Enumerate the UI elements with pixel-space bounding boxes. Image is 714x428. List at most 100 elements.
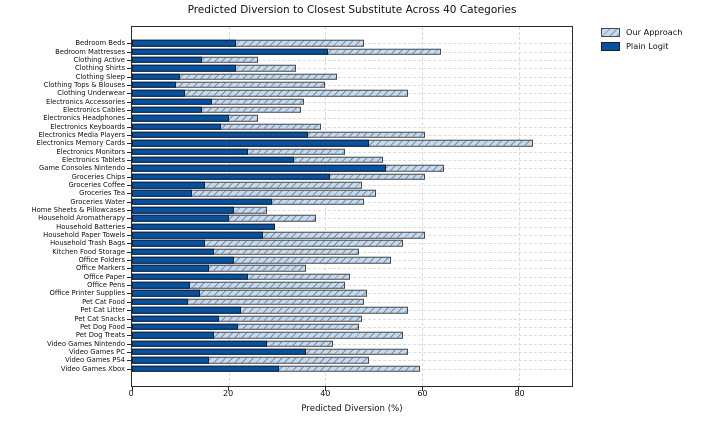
horizontal-gridline bbox=[132, 276, 572, 278]
category-row: Electronics Tablets bbox=[62, 156, 572, 164]
horizontal-gridline bbox=[132, 101, 572, 103]
bar-plain-logit bbox=[132, 306, 241, 314]
y-tick-label: Pet Dog Treats bbox=[75, 331, 125, 340]
bar-plain-logit bbox=[132, 215, 229, 222]
vertical-gridline bbox=[422, 27, 424, 386]
y-tick-mark bbox=[127, 293, 131, 295]
category-row: Pet Cat Litter bbox=[80, 306, 572, 314]
category-row: Pet Cat Food bbox=[82, 298, 572, 306]
y-tick-label: Groceries Water bbox=[70, 197, 125, 206]
y-tick-mark bbox=[127, 134, 131, 136]
horizontal-gridline bbox=[132, 126, 572, 128]
y-tick-label: Office Folders bbox=[78, 256, 125, 265]
bar-plain-logit bbox=[132, 39, 236, 47]
bar-plain-logit bbox=[132, 64, 236, 72]
y-tick-label: Household Trash Bags bbox=[50, 239, 125, 248]
y-tick-label: Pet Dog Food bbox=[79, 322, 125, 331]
category-row: Office Markers bbox=[76, 264, 572, 272]
category-row: Office Paper bbox=[84, 273, 572, 281]
category-row: Office Folders bbox=[78, 256, 572, 264]
category-row: Clothing Shirts bbox=[75, 64, 572, 72]
horizontal-gridline bbox=[132, 109, 572, 111]
legend-swatch-our-approach bbox=[601, 27, 620, 37]
category-row: Groceries Tea bbox=[79, 189, 572, 197]
y-tick-mark bbox=[127, 201, 131, 203]
bar-plain-logit bbox=[132, 240, 205, 247]
chart-title: Predicted Diversion to Closest Substitut… bbox=[187, 4, 517, 16]
horizontal-gridline bbox=[132, 59, 572, 61]
y-tick-mark bbox=[127, 251, 131, 253]
category-row: Clothing Sleep bbox=[76, 72, 572, 81]
plot-area: Bedroom Beds Bedroom Mattresses Clothing A… bbox=[31, 26, 573, 391]
horizontal-gridline bbox=[132, 151, 572, 153]
y-tick-label: Household Batteries bbox=[56, 222, 125, 231]
y-tick-label: Video Games Xbox bbox=[60, 364, 125, 373]
category-row: Electronics Cables bbox=[63, 106, 572, 114]
bar-plain-logit bbox=[132, 131, 309, 139]
y-tick-mark bbox=[127, 151, 131, 153]
category-row: Electronics Keyboards bbox=[50, 122, 572, 131]
x-tick-label: 20 bbox=[223, 389, 234, 398]
category-row: Pet Cat Snacks bbox=[74, 314, 572, 323]
bar-plain-logit bbox=[132, 298, 188, 306]
category-row: Electronics Accessories bbox=[46, 97, 572, 106]
bar-plain-logit bbox=[132, 198, 273, 205]
bar-plain-logit bbox=[132, 106, 203, 114]
legend-label: Plain Logit bbox=[626, 41, 669, 51]
category-row: Video Games PC bbox=[69, 348, 572, 356]
category-row: Household Batteries bbox=[56, 223, 572, 231]
y-tick-mark bbox=[127, 185, 131, 187]
bar-plain-logit bbox=[132, 348, 307, 356]
y-tick-label: Video Games PS4 bbox=[65, 356, 125, 365]
y-tick-mark bbox=[127, 43, 131, 45]
y-tick-mark bbox=[127, 235, 131, 237]
y-tick-mark bbox=[127, 109, 131, 111]
category-row: Kitchen Food Storage bbox=[52, 248, 572, 256]
x-tick-mark bbox=[324, 387, 326, 391]
x-tick-mark bbox=[131, 387, 133, 391]
category-row: Clothing Underwear bbox=[57, 89, 572, 97]
vertical-gridline bbox=[228, 27, 230, 386]
y-tick-mark bbox=[127, 168, 131, 170]
y-tick-label: Video Games Nintendo bbox=[46, 339, 125, 348]
y-tick-label: Office Printer Supplies bbox=[49, 289, 125, 298]
y-tick-label: Office Paper bbox=[83, 272, 125, 281]
horizontal-gridline bbox=[132, 76, 572, 78]
bar-plain-logit bbox=[132, 140, 369, 147]
y-tick-mark bbox=[127, 368, 131, 370]
x-axis-label: Predicted Diversion (%) bbox=[301, 404, 403, 414]
y-tick-label: Game Consoles Nintendo bbox=[39, 164, 125, 173]
y-tick-mark bbox=[127, 260, 131, 262]
category-row: Video Games Nintendo bbox=[47, 339, 572, 348]
x-tick-mark bbox=[518, 387, 520, 391]
y-tick-mark bbox=[127, 226, 131, 228]
bar-plain-logit bbox=[132, 273, 249, 281]
bar-plain-logit bbox=[132, 190, 193, 197]
y-tick-label: Groceries Tea bbox=[79, 189, 125, 198]
bar-plain-logit bbox=[132, 290, 200, 297]
y-tick-mark bbox=[127, 301, 131, 303]
legend-swatch-plain-logit bbox=[601, 41, 620, 51]
category-row: Electronics Media Players bbox=[39, 131, 572, 139]
bar-plain-logit bbox=[132, 356, 210, 364]
x-tick-label: 80 bbox=[514, 389, 525, 398]
bar-plain-logit bbox=[132, 265, 210, 272]
horizontal-gridline bbox=[132, 84, 572, 86]
category-row: Household Aromatherapy bbox=[38, 214, 572, 222]
y-tick-label: Electronics Memory Cards bbox=[36, 139, 125, 148]
legend-item-our-approach: Our Approach bbox=[601, 27, 683, 37]
x-tick-mark bbox=[421, 387, 423, 391]
y-tick-mark bbox=[127, 310, 131, 312]
category-row: Bedroom Beds bbox=[75, 39, 572, 47]
y-tick-label: Pet Cat Snacks bbox=[74, 314, 125, 323]
bar-plain-logit bbox=[132, 231, 263, 239]
y-tick-label: Electronics Tablets bbox=[62, 155, 125, 164]
bar-plain-logit bbox=[132, 206, 234, 214]
horizontal-gridline bbox=[132, 343, 572, 345]
y-tick-label: Video Games PC bbox=[69, 347, 125, 356]
y-tick-mark bbox=[127, 118, 131, 120]
x-tick-mark bbox=[228, 387, 230, 391]
y-tick-label: Clothing Tops & Blouses bbox=[43, 80, 125, 89]
bar-plain-logit bbox=[132, 315, 220, 322]
horizontal-gridline bbox=[132, 118, 572, 120]
